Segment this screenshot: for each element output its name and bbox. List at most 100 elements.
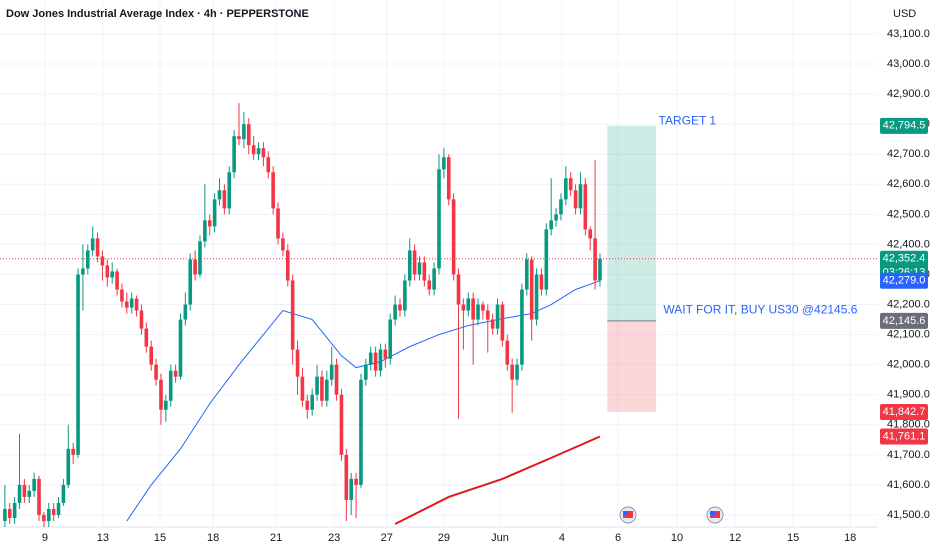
annotation: TARGET 1: [659, 113, 717, 127]
y-tick-label: 42,400.0: [887, 238, 930, 250]
candle-body: [217, 190, 222, 200]
candle-body: [242, 124, 246, 140]
y-tick-label: 43,000.0: [887, 58, 930, 70]
candle-body: [383, 349, 388, 359]
candle-body: [539, 274, 544, 290]
candle-body: [417, 262, 422, 275]
candle-body: [588, 229, 593, 239]
chart-title: Dow Jones Industrial Average Index · 4h …: [6, 8, 309, 20]
event-icon[interactable]: [619, 506, 637, 524]
candle-body: [559, 199, 563, 215]
plot-area: [0, 0, 878, 527]
candle-body: [583, 184, 588, 230]
candle-body: [276, 208, 280, 239]
candle-body: [227, 172, 232, 209]
candle-body: [56, 502, 61, 515]
x-tick-label: 9: [42, 532, 48, 544]
y-tick-label: 43,100.0: [887, 28, 930, 40]
candle-body: [564, 178, 568, 200]
y-tick-label: 42,700.0: [887, 148, 930, 160]
candle-body: [261, 148, 266, 158]
x-tick-label: 10: [671, 532, 683, 544]
candle-body: [325, 379, 329, 401]
candle-body: [203, 220, 207, 242]
candle-body: [285, 250, 290, 281]
price-label: 42,279.0: [883, 275, 926, 287]
candle-body: [86, 250, 90, 269]
candle-body: [554, 214, 558, 221]
candle-body: [149, 346, 154, 365]
candle-body: [81, 268, 85, 275]
candle-body: [144, 328, 149, 347]
x-tick-label: 13: [97, 532, 109, 544]
y-tick-label: 42,500.0: [887, 208, 930, 220]
candle-body: [271, 172, 275, 209]
candle-body: [125, 301, 129, 308]
y-tick-label: 42,000.0: [887, 359, 930, 371]
candle-body: [27, 490, 32, 497]
candle-body: [188, 259, 193, 305]
y-tick-label: 41,900.0: [887, 389, 930, 401]
candle-body: [549, 220, 553, 230]
candle-body: [578, 184, 583, 209]
candle-body: [525, 259, 529, 290]
candle-body: [427, 280, 432, 290]
x-tick-label: 6: [615, 532, 621, 544]
candle-body: [593, 238, 597, 281]
candle-body: [446, 157, 451, 200]
candle-body: [320, 376, 324, 401]
candle-body: [481, 304, 485, 311]
y-tick-label: 41,500.0: [887, 509, 930, 521]
candle-body: [32, 478, 36, 491]
candle-body: [334, 364, 339, 395]
x-tick-label: 18: [207, 532, 219, 544]
candle-body: [403, 280, 407, 311]
candle-body: [412, 250, 417, 275]
candle-body: [598, 258, 602, 281]
candle-body: [422, 262, 427, 281]
candle-body: [364, 364, 368, 380]
candle-body: [164, 400, 168, 410]
candle-body: [485, 310, 490, 320]
candle-body: [544, 229, 549, 290]
candle-body: [183, 304, 188, 320]
candle-body: [495, 304, 500, 329]
candle-body: [510, 364, 514, 380]
candle-body: [193, 259, 197, 275]
candle-body: [329, 364, 334, 380]
candle-body: [178, 319, 183, 377]
candle-body: [505, 340, 510, 365]
candle-body: [37, 478, 41, 515]
x-tick-label: 15: [787, 532, 799, 544]
candle-body: [168, 370, 173, 401]
candle-body: [295, 349, 300, 377]
candle-body: [315, 376, 319, 395]
price-label: 42,794.5: [883, 120, 926, 132]
candle-body: [222, 190, 227, 209]
price-label-box: [880, 117, 928, 134]
candle-body: [461, 304, 466, 311]
candle-body: [451, 199, 456, 275]
y-tick-label: 42,900.0: [887, 88, 930, 100]
candle-body: [476, 304, 480, 320]
candle-body: [246, 124, 251, 146]
candle-body: [529, 259, 534, 320]
x-tick-label: 12: [729, 532, 741, 544]
candle-body: [76, 274, 80, 455]
price-label-box: [880, 428, 928, 445]
candle-body: [290, 280, 295, 350]
event-icon[interactable]: [706, 506, 724, 524]
candle-body: [173, 370, 178, 377]
candle-body: [368, 352, 373, 365]
candle-body: [466, 298, 471, 311]
candle-body: [437, 169, 441, 269]
candle-body: [349, 478, 353, 500]
candle-body: [90, 238, 95, 251]
candle-body: [159, 379, 163, 410]
candle-body: [373, 352, 378, 371]
currency: USD: [893, 8, 916, 20]
candle-body: [251, 145, 256, 155]
price-label: 41,842.7: [883, 406, 926, 418]
candle-body: [515, 364, 519, 380]
